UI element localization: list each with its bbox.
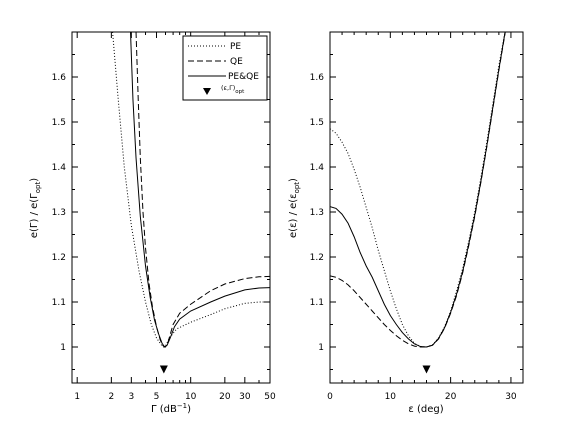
right-y-tick-label: 1 xyxy=(318,343,324,353)
legend-label-opt: (ε,Γ)opt xyxy=(221,84,245,95)
legend-label-qe: QE xyxy=(230,57,243,67)
left-x-tick-label: 50 xyxy=(264,392,276,402)
left-x-tick-label: 30 xyxy=(239,392,251,402)
right-x-axis-label: ε (deg) xyxy=(408,404,443,415)
right-optimum-marker xyxy=(422,365,431,374)
left-y-tick-label: 1.2 xyxy=(52,253,66,263)
left-y-axis-label-tail: ) xyxy=(29,178,40,182)
right-y-axis-label-main: e(ε) / e(ε xyxy=(288,193,299,238)
right-y-tick-label: 1.1 xyxy=(310,298,324,308)
left-x-tick-labels: 1 2 3 5 10 20 30 50 xyxy=(74,392,276,402)
left-y-tick-label: 1 xyxy=(60,343,66,353)
legend-box xyxy=(182,35,268,101)
left-x-tick-label: 10 xyxy=(185,392,197,402)
legend-triangle-marker xyxy=(203,88,211,95)
legend-label-opt-main: (ε,Γ) xyxy=(221,84,235,92)
right-markers xyxy=(422,365,431,374)
right-y-axis-label: e(ε) / e(εopt) xyxy=(288,178,301,238)
left-optimum-marker xyxy=(159,365,168,374)
right-y-tick-label: 1.5 xyxy=(310,118,324,128)
left-x-axis-label-sup: −1 xyxy=(177,402,187,410)
right-axis-ticks xyxy=(329,32,524,383)
left-series-pe xyxy=(112,32,270,348)
right-y-axis-label-tail: ) xyxy=(288,178,299,182)
right-y-tick-label: 1.2 xyxy=(310,253,324,263)
right-y-tick-label: 1.3 xyxy=(310,208,324,218)
right-y-axis-label-sub: opt xyxy=(293,182,301,194)
left-x-tick-label: 3 xyxy=(128,392,134,402)
right-series-qe xyxy=(330,32,506,348)
left-y-tick-label: 1.3 xyxy=(52,208,66,218)
right-x-tick-label: 10 xyxy=(385,392,397,402)
left-x-axis-label-tail: ) xyxy=(187,404,191,415)
right-y-tick-label: 1.4 xyxy=(310,163,325,173)
left-x-tick-label: 1 xyxy=(74,392,80,402)
left-y-tick-label: 1.5 xyxy=(52,118,66,128)
right-series-pe xyxy=(330,32,506,348)
left-y-axis-label-main: e(Γ) / e(Γ xyxy=(29,193,40,238)
left-y-tick-label: 1.4 xyxy=(52,163,67,173)
left-markers xyxy=(159,365,168,374)
left-x-tick-label: 2 xyxy=(108,392,114,402)
left-x-tick-label: 5 xyxy=(154,392,160,402)
right-x-tick-labels: 0 10 20 30 xyxy=(327,392,517,402)
right-x-tick-label: 20 xyxy=(445,392,457,402)
legend-label-peqe: PE&QE xyxy=(228,72,259,82)
left-chart: 1 2 3 5 10 20 30 50 1 1.1 1.2 1.3 1.4 1.5 1.6 Γ (dB−1… xyxy=(29,31,276,415)
left-y-tick-label: 1.6 xyxy=(52,73,67,83)
left-series-group xyxy=(112,32,270,348)
right-plot-frame xyxy=(329,31,524,384)
left-x-tick-label: 20 xyxy=(219,392,231,402)
left-y-axis-label-sub: opt xyxy=(34,182,42,194)
left-y-tick-label: 1.1 xyxy=(52,298,66,308)
right-series-group xyxy=(330,32,506,348)
left-plot-frame xyxy=(71,31,271,384)
right-x-tick-label: 30 xyxy=(505,392,517,402)
left-x-axis-label-main: Γ (dB xyxy=(151,404,177,415)
left-x-axis-label: Γ (dB−1) xyxy=(151,402,191,415)
left-series-peqe xyxy=(130,32,270,348)
right-y-tick-label: 1.6 xyxy=(310,73,325,83)
legend: PE QE PE&QE (ε,Γ)opt xyxy=(182,35,268,101)
legend-label-opt-sub: opt xyxy=(235,89,245,95)
right-series-peqe xyxy=(330,32,506,348)
right-y-tick-labels: 1 1.1 1.2 1.3 1.4 1.5 1.6 xyxy=(310,73,325,353)
left-y-tick-labels: 1 1.1 1.2 1.3 1.4 1.5 1.6 xyxy=(52,73,67,353)
right-chart: 0 10 20 30 1 1.1 1.2 1.3 1.4 1.5 1.6 ε (deg) e(ε)… xyxy=(288,31,524,415)
left-y-axis-label: e(Γ) / e(Γopt) xyxy=(29,178,42,238)
legend-label-pe: PE xyxy=(230,42,241,52)
right-x-tick-label: 0 xyxy=(327,392,333,402)
